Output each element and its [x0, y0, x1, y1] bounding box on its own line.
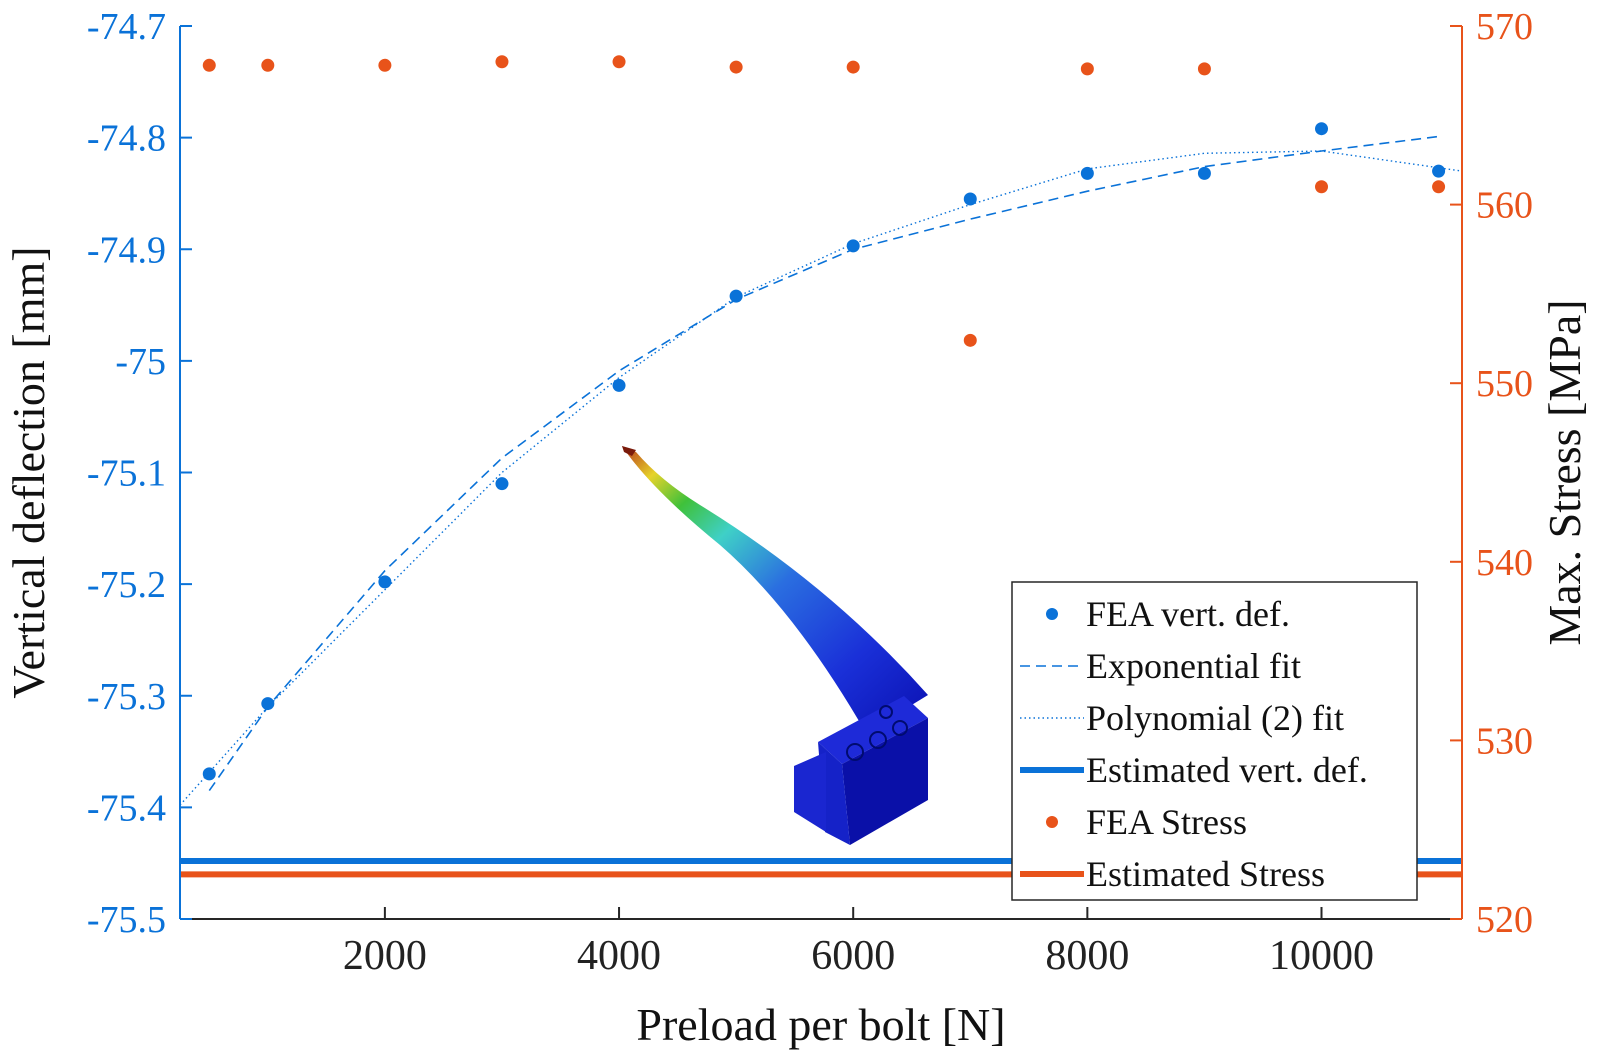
x-tick-label: 4000 — [577, 933, 661, 979]
y-right-tick-label: 550 — [1476, 363, 1533, 405]
x-axis-label: Preload per bolt [N] — [636, 999, 1005, 1050]
fea-stress-point — [202, 58, 216, 72]
legend: FEA vert. def. Exponential fit Polynomial … — [1011, 581, 1418, 901]
exponential-fit-line — [208, 135, 1439, 792]
fea-vert-def-point — [261, 697, 275, 711]
y-left-tick-label: -74.7 — [87, 6, 166, 48]
base-flange — [794, 752, 826, 832]
legend-marker — [1046, 816, 1058, 828]
fea-vert-def-point — [1315, 122, 1329, 136]
fea-stress-point — [1432, 180, 1446, 194]
bolt-hole — [879, 705, 893, 719]
fea-vert-def-point — [1432, 164, 1446, 178]
bolt-hole — [846, 743, 864, 761]
legend-label: FEA Stress — [1086, 802, 1247, 842]
fea-model-inset-image — [622, 446, 928, 845]
y-left-tick-label: -75.5 — [87, 899, 166, 941]
y-right-tick-label: 530 — [1476, 720, 1533, 762]
y-left-tick-label: -74.8 — [87, 118, 166, 160]
y-left-tick-label: -75.4 — [87, 787, 166, 829]
legend-label: Polynomial (2) fit — [1086, 698, 1344, 738]
fea-stress-point — [1315, 180, 1329, 194]
legend-box — [1011, 581, 1418, 901]
fea-vert-def-point — [963, 192, 977, 206]
legend-label: Estimated vert. def. — [1086, 750, 1368, 790]
base-block-top — [818, 696, 928, 764]
bolt-hole — [869, 731, 887, 749]
beam-tip — [622, 446, 636, 456]
x-tick-label: 8000 — [1045, 933, 1129, 979]
legend-label: Estimated Stress — [1086, 854, 1325, 894]
y-left-tick-label: -75.2 — [87, 564, 166, 606]
fea-vert-def-point — [612, 378, 626, 392]
base-block-front — [842, 718, 928, 845]
fea-vert-def-point — [378, 575, 392, 589]
y-right-tick-label: 520 — [1476, 899, 1533, 941]
y-axis-left-label: Vertical deflection [mm] — [3, 246, 54, 698]
polynomial-2-fit-line — [179, 150, 1463, 806]
y-left-tick-label: -75.3 — [87, 676, 166, 718]
y-right-tick-label: 540 — [1476, 542, 1533, 584]
fea-vert-def-point — [495, 477, 509, 491]
fea-stress-point — [1197, 62, 1211, 76]
y-left-tick-label: -75 — [115, 341, 166, 383]
fea-stress-point — [495, 55, 509, 69]
fea-vert-def-point — [1080, 166, 1094, 180]
axes-layer: -75.5 -75.4 -75.3 -75.2 -75.1 -75 -74.9 -74.8 -7… — [3, 6, 1590, 1050]
fea-stress-point — [846, 60, 860, 74]
deformed-beam — [622, 446, 928, 733]
bolt-hole — [892, 720, 908, 736]
fea-vert-def-point — [1197, 166, 1211, 180]
y-right-tick-label: 560 — [1476, 185, 1533, 227]
y-left-tick-label: -74.9 — [87, 229, 166, 271]
x-tick-label: 2000 — [343, 933, 427, 979]
legend-label: FEA vert. def. — [1086, 594, 1290, 634]
fea-stress-point — [261, 58, 275, 72]
x-tick-label: 10000 — [1269, 933, 1374, 979]
fea-stress-point — [729, 60, 743, 74]
x-tick-label: 6000 — [811, 933, 895, 979]
fea-stress-point — [1080, 62, 1094, 76]
legend-label: Exponential fit — [1086, 646, 1301, 686]
y-right-tick-label: 570 — [1476, 6, 1533, 48]
fea-vert-def-point — [202, 767, 216, 781]
y-axis-right-label: Max. Stress [MPa] — [1539, 299, 1590, 645]
fea-stress-point — [963, 333, 977, 347]
fea-stress-point — [378, 58, 392, 72]
legend-marker — [1046, 608, 1058, 620]
fea-stress-point — [612, 55, 626, 69]
fea-vert-def-point — [729, 289, 743, 303]
y-left-tick-label: -75.1 — [87, 453, 166, 495]
